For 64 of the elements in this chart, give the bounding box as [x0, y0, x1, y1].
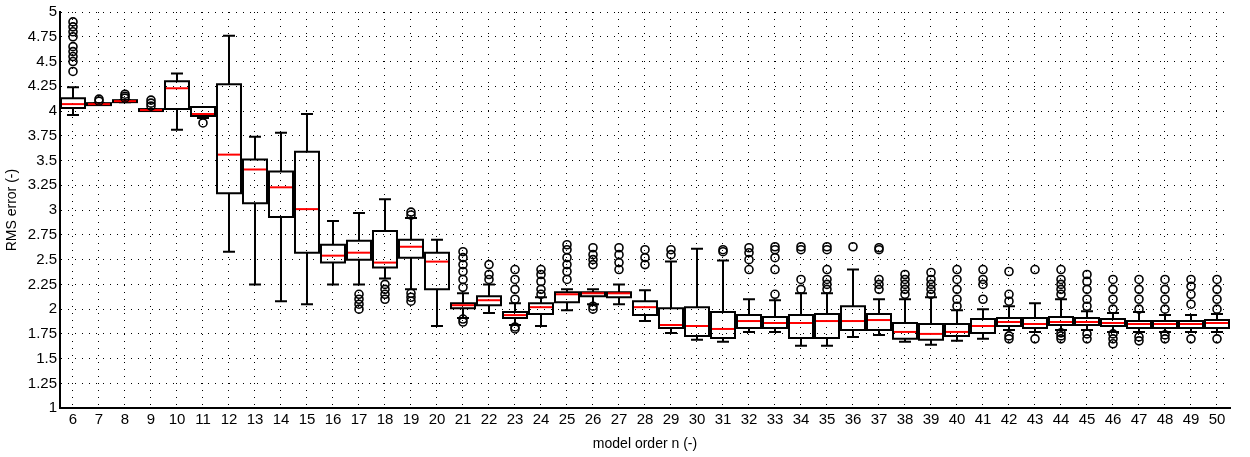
- x-tick-label: 50: [1208, 410, 1226, 428]
- x-tick-label: 48: [1156, 410, 1174, 428]
- x-tick-label: 13: [246, 410, 264, 428]
- x-tick-label: 24: [532, 410, 550, 428]
- x-tick-label: 19: [402, 410, 420, 428]
- x-tick-label: 35: [818, 410, 836, 428]
- x-tick-label: 22: [480, 410, 498, 428]
- x-tick-label: 37: [870, 410, 888, 428]
- y-tick-label: 1: [48, 398, 57, 416]
- y-tick-label: 4.5: [36, 51, 57, 69]
- x-tick-label: 12: [220, 410, 238, 428]
- y-tick-label: 1.75: [27, 324, 57, 342]
- x-tick-label: 43: [1026, 410, 1044, 428]
- x-tick-label: 10: [168, 410, 186, 428]
- x-tick-label: 28: [636, 410, 654, 428]
- y-tick-label: 1.5: [36, 348, 57, 366]
- x-tick-label: 44: [1052, 410, 1070, 428]
- y-tick-label: 2.75: [27, 225, 57, 242]
- x-tick-label: 21: [454, 410, 472, 428]
- x-tick-label: 25: [558, 410, 576, 428]
- x-tick-label: 11: [195, 410, 211, 428]
- x-tick-label: 32: [740, 410, 758, 428]
- x-tick-label: 41: [974, 410, 992, 428]
- y-tick-label: 3: [48, 200, 57, 218]
- x-tick-label: 29: [662, 410, 680, 428]
- x-tick-label: 46: [1104, 410, 1122, 428]
- x-tick-label: 26: [584, 410, 602, 428]
- y-tick-label: 2: [48, 299, 57, 317]
- y-tick-label: 4.75: [27, 26, 57, 44]
- x-tick-label: 40: [948, 410, 966, 428]
- x-tick-label: 9: [146, 410, 156, 428]
- x-tick-label: 39: [922, 410, 940, 428]
- x-tick-label: 38: [896, 410, 914, 428]
- x-tick-label: 6: [68, 410, 78, 428]
- x-axis-title: model order n (-): [592, 435, 698, 452]
- y-tick-label: 2.25: [27, 274, 57, 292]
- y-tick-label: 3.75: [27, 125, 57, 143]
- y-tick-label: 5: [48, 2, 57, 20]
- y-tick-label: 3.5: [36, 150, 57, 168]
- y-axis-title: RMS error (-): [3, 168, 20, 252]
- x-tick-label: 16: [324, 410, 342, 428]
- y-tick-label: 4: [48, 101, 57, 119]
- x-tick-label: 8: [120, 410, 130, 428]
- x-tick-label: 17: [350, 410, 368, 428]
- y-tick-label: 4.25: [27, 76, 57, 94]
- y-tick-label: 2.5: [36, 249, 57, 267]
- x-tick-label: 7: [94, 410, 104, 428]
- x-tick-label: 30: [688, 410, 706, 428]
- x-tick-label: 31: [714, 410, 732, 428]
- x-tick-label: 14: [272, 410, 290, 428]
- x-tick-label: 27: [610, 410, 628, 428]
- x-tick-label: 47: [1130, 410, 1148, 428]
- x-tick-label: 15: [298, 410, 316, 428]
- x-tick-label: 18: [376, 410, 394, 428]
- x-tick-label: 36: [844, 410, 862, 428]
- y-tick-label: 1.25: [27, 373, 57, 391]
- x-tick-label: 49: [1182, 410, 1200, 428]
- x-tick-label: 42: [1000, 410, 1018, 428]
- x-tick-label: 33: [766, 410, 784, 428]
- x-tick-label: 45: [1078, 410, 1096, 428]
- y-tick-label: 3.25: [27, 175, 57, 193]
- x-tick-label: 34: [792, 410, 810, 428]
- x-tick-label: 20: [428, 410, 446, 428]
- x-tick-label: 23: [506, 410, 524, 428]
